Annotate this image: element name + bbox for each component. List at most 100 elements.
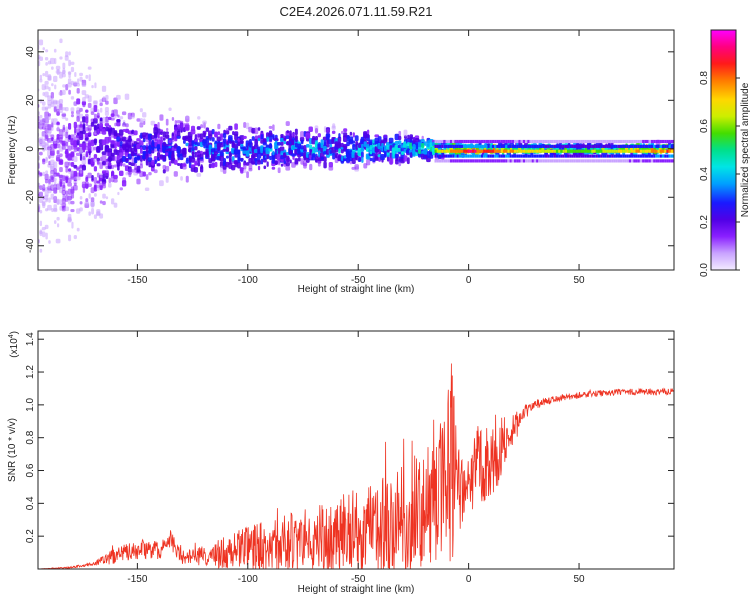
- spectrogram-cell: [55, 65, 61, 70]
- spectrogram-cell: [602, 149, 605, 153]
- spectrogram-cell: [436, 154, 439, 158]
- spectrogram-x-tick-label: 50: [573, 275, 585, 286]
- spectrogram-cell: [257, 165, 261, 171]
- spectrogram-cell: [661, 139, 665, 144]
- spectrogram-cell: [472, 144, 475, 148]
- spectrogram-cell: [467, 144, 470, 148]
- spectrogram-cell: [257, 149, 261, 154]
- spectrogram-cell: [555, 139, 559, 144]
- spectrogram-cell: [288, 150, 293, 155]
- spectrogram-frame: [37, 29, 675, 271]
- spectrogram-cell: [522, 159, 526, 163]
- spectrogram-cell: [93, 192, 97, 197]
- spectrogram-cell: [637, 139, 640, 144]
- spectrogram-cell: [670, 154, 673, 158]
- spectrogram-cell: [67, 145, 72, 151]
- spectrogram-cell: [547, 144, 550, 148]
- spectrogram-cell: [454, 159, 457, 163]
- spectrogram-cell: [79, 121, 83, 127]
- spectrogram-cell: [670, 149, 673, 153]
- spectrogram-cell: [49, 57, 55, 65]
- spectrogram-cell: [104, 106, 109, 112]
- spectrogram-cell: [62, 62, 66, 69]
- spectrogram-cell: [142, 171, 146, 177]
- spectrogram-cell: [70, 208, 75, 213]
- spectrogram-cell: [73, 140, 77, 146]
- spectrogram-cell: [71, 157, 74, 162]
- spectrogram-cell: [551, 154, 554, 158]
- spectrogram-cell: [476, 154, 479, 158]
- spectrogram-cell: [668, 159, 671, 163]
- spectrogram-cell: [511, 154, 514, 158]
- spectrogram-cell: [595, 139, 598, 144]
- spectrogram-cell: [122, 144, 126, 151]
- spectrogram-cell: [348, 139, 354, 145]
- spectrogram-cell: [447, 154, 450, 158]
- spectrogram-cell: [578, 144, 581, 148]
- spectrogram-cell: [436, 159, 439, 163]
- spectrogram-cell: [642, 144, 645, 148]
- colorbar-tick-label: 0.4: [699, 167, 710, 181]
- spectrogram-cell: [518, 139, 521, 144]
- spectrogram-cell: [525, 149, 528, 153]
- spectrogram-cell: [533, 139, 537, 144]
- spectrogram-cell: [111, 164, 114, 170]
- spectrogram-cell: [77, 137, 80, 142]
- spectrogram-cell: [220, 135, 223, 141]
- colorbar-label: Normalized spectral amplitude: [740, 82, 750, 217]
- spectrogram-cell: [445, 159, 448, 163]
- spectrogram-cell: [77, 78, 80, 85]
- spectrogram-cell: [70, 162, 75, 167]
- spectrogram-cell: [558, 139, 561, 144]
- spectrogram-cell: [87, 146, 92, 152]
- spectrogram-cell: [74, 71, 77, 77]
- spectrogram-cell: [361, 156, 364, 163]
- spectrogram-cell: [114, 122, 117, 127]
- spectrogram-cell: [533, 154, 537, 158]
- spectrogram-cell: [657, 139, 660, 144]
- spectrogram-cell: [571, 159, 574, 163]
- spectrogram-cell: [99, 107, 103, 113]
- spectrogram-cell: [251, 136, 255, 141]
- spectrogram-cell: [59, 167, 63, 173]
- spectrogram-cell: [666, 144, 669, 148]
- spectrogram-cell: [648, 139, 651, 144]
- spectrogram-cell: [573, 154, 576, 158]
- spectrogram-cell: [47, 124, 52, 131]
- spectrogram-cell: [613, 144, 616, 148]
- spectrogram-cell: [136, 165, 141, 173]
- spectrogram-cell: [114, 112, 117, 119]
- snr-y-tick-label: 0.8: [25, 430, 36, 444]
- spectrogram-cell: [633, 159, 636, 163]
- snr-panel: -150 -100 -50 0 50 0.2 0.4 0.6 0.8 1.0 1.2 1.4 Hei…: [7, 330, 675, 595]
- spectrogram-cell: [82, 116, 86, 123]
- spectrogram-cell: [562, 149, 565, 153]
- spectrogram-cell: [637, 154, 640, 158]
- spectrogram-cell: [311, 156, 316, 161]
- spectrogram-cell: [591, 149, 594, 153]
- spectrogram-cell: [549, 159, 552, 163]
- spectrogram-cell: [42, 158, 46, 165]
- spectrogram-cell: [646, 144, 649, 148]
- spectrogram-cell: [622, 149, 625, 153]
- spectrogram-cell: [99, 173, 103, 179]
- spectrogram-cell: [76, 82, 80, 87]
- spectrogram-cell: [199, 158, 204, 163]
- spectrogram-cell: [45, 232, 48, 240]
- spectrogram-cell: [44, 173, 49, 181]
- spectrogram-cell: [234, 143, 239, 149]
- spectrogram-cell: [139, 120, 144, 127]
- spectrogram-cell: [505, 159, 508, 163]
- spectrogram-cell: [480, 139, 484, 144]
- spectrogram-cell: [38, 122, 44, 128]
- spectrogram-cell: [58, 159, 64, 165]
- spectrogram-cell: [268, 125, 273, 129]
- spectrogram-cell: [266, 161, 269, 167]
- spectrogram-cell: [156, 144, 161, 149]
- spectrogram-cell: [606, 154, 609, 158]
- spectrogram-cell: [99, 123, 104, 130]
- spectrogram-cell: [580, 139, 583, 144]
- spectrogram-cell: [394, 140, 399, 145]
- snr-y-tick-label: 0.6: [25, 463, 36, 477]
- spectrogram-cell: [59, 153, 63, 157]
